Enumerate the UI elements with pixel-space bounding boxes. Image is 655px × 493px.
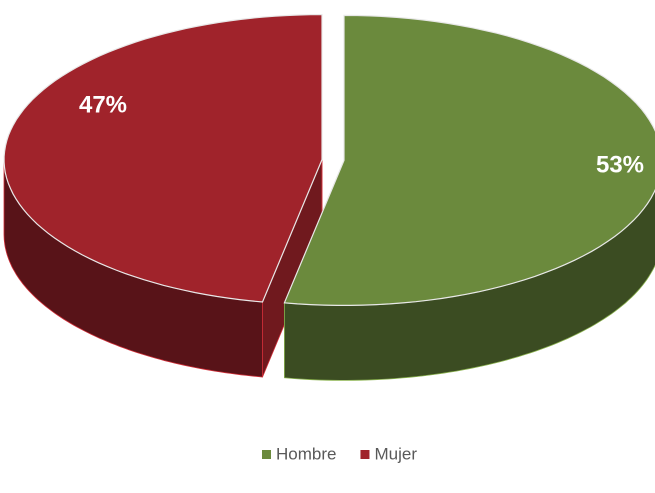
slice: [3, 13, 323, 303]
slice: [283, 14, 655, 306]
legend-label: Mujer: [374, 444, 417, 463]
legend-label: Hombre: [276, 444, 336, 463]
data-label: 47%: [79, 91, 127, 118]
legend-swatch: [360, 450, 370, 459]
legend-swatch: [262, 450, 271, 459]
data-label: 53%: [596, 151, 644, 178]
